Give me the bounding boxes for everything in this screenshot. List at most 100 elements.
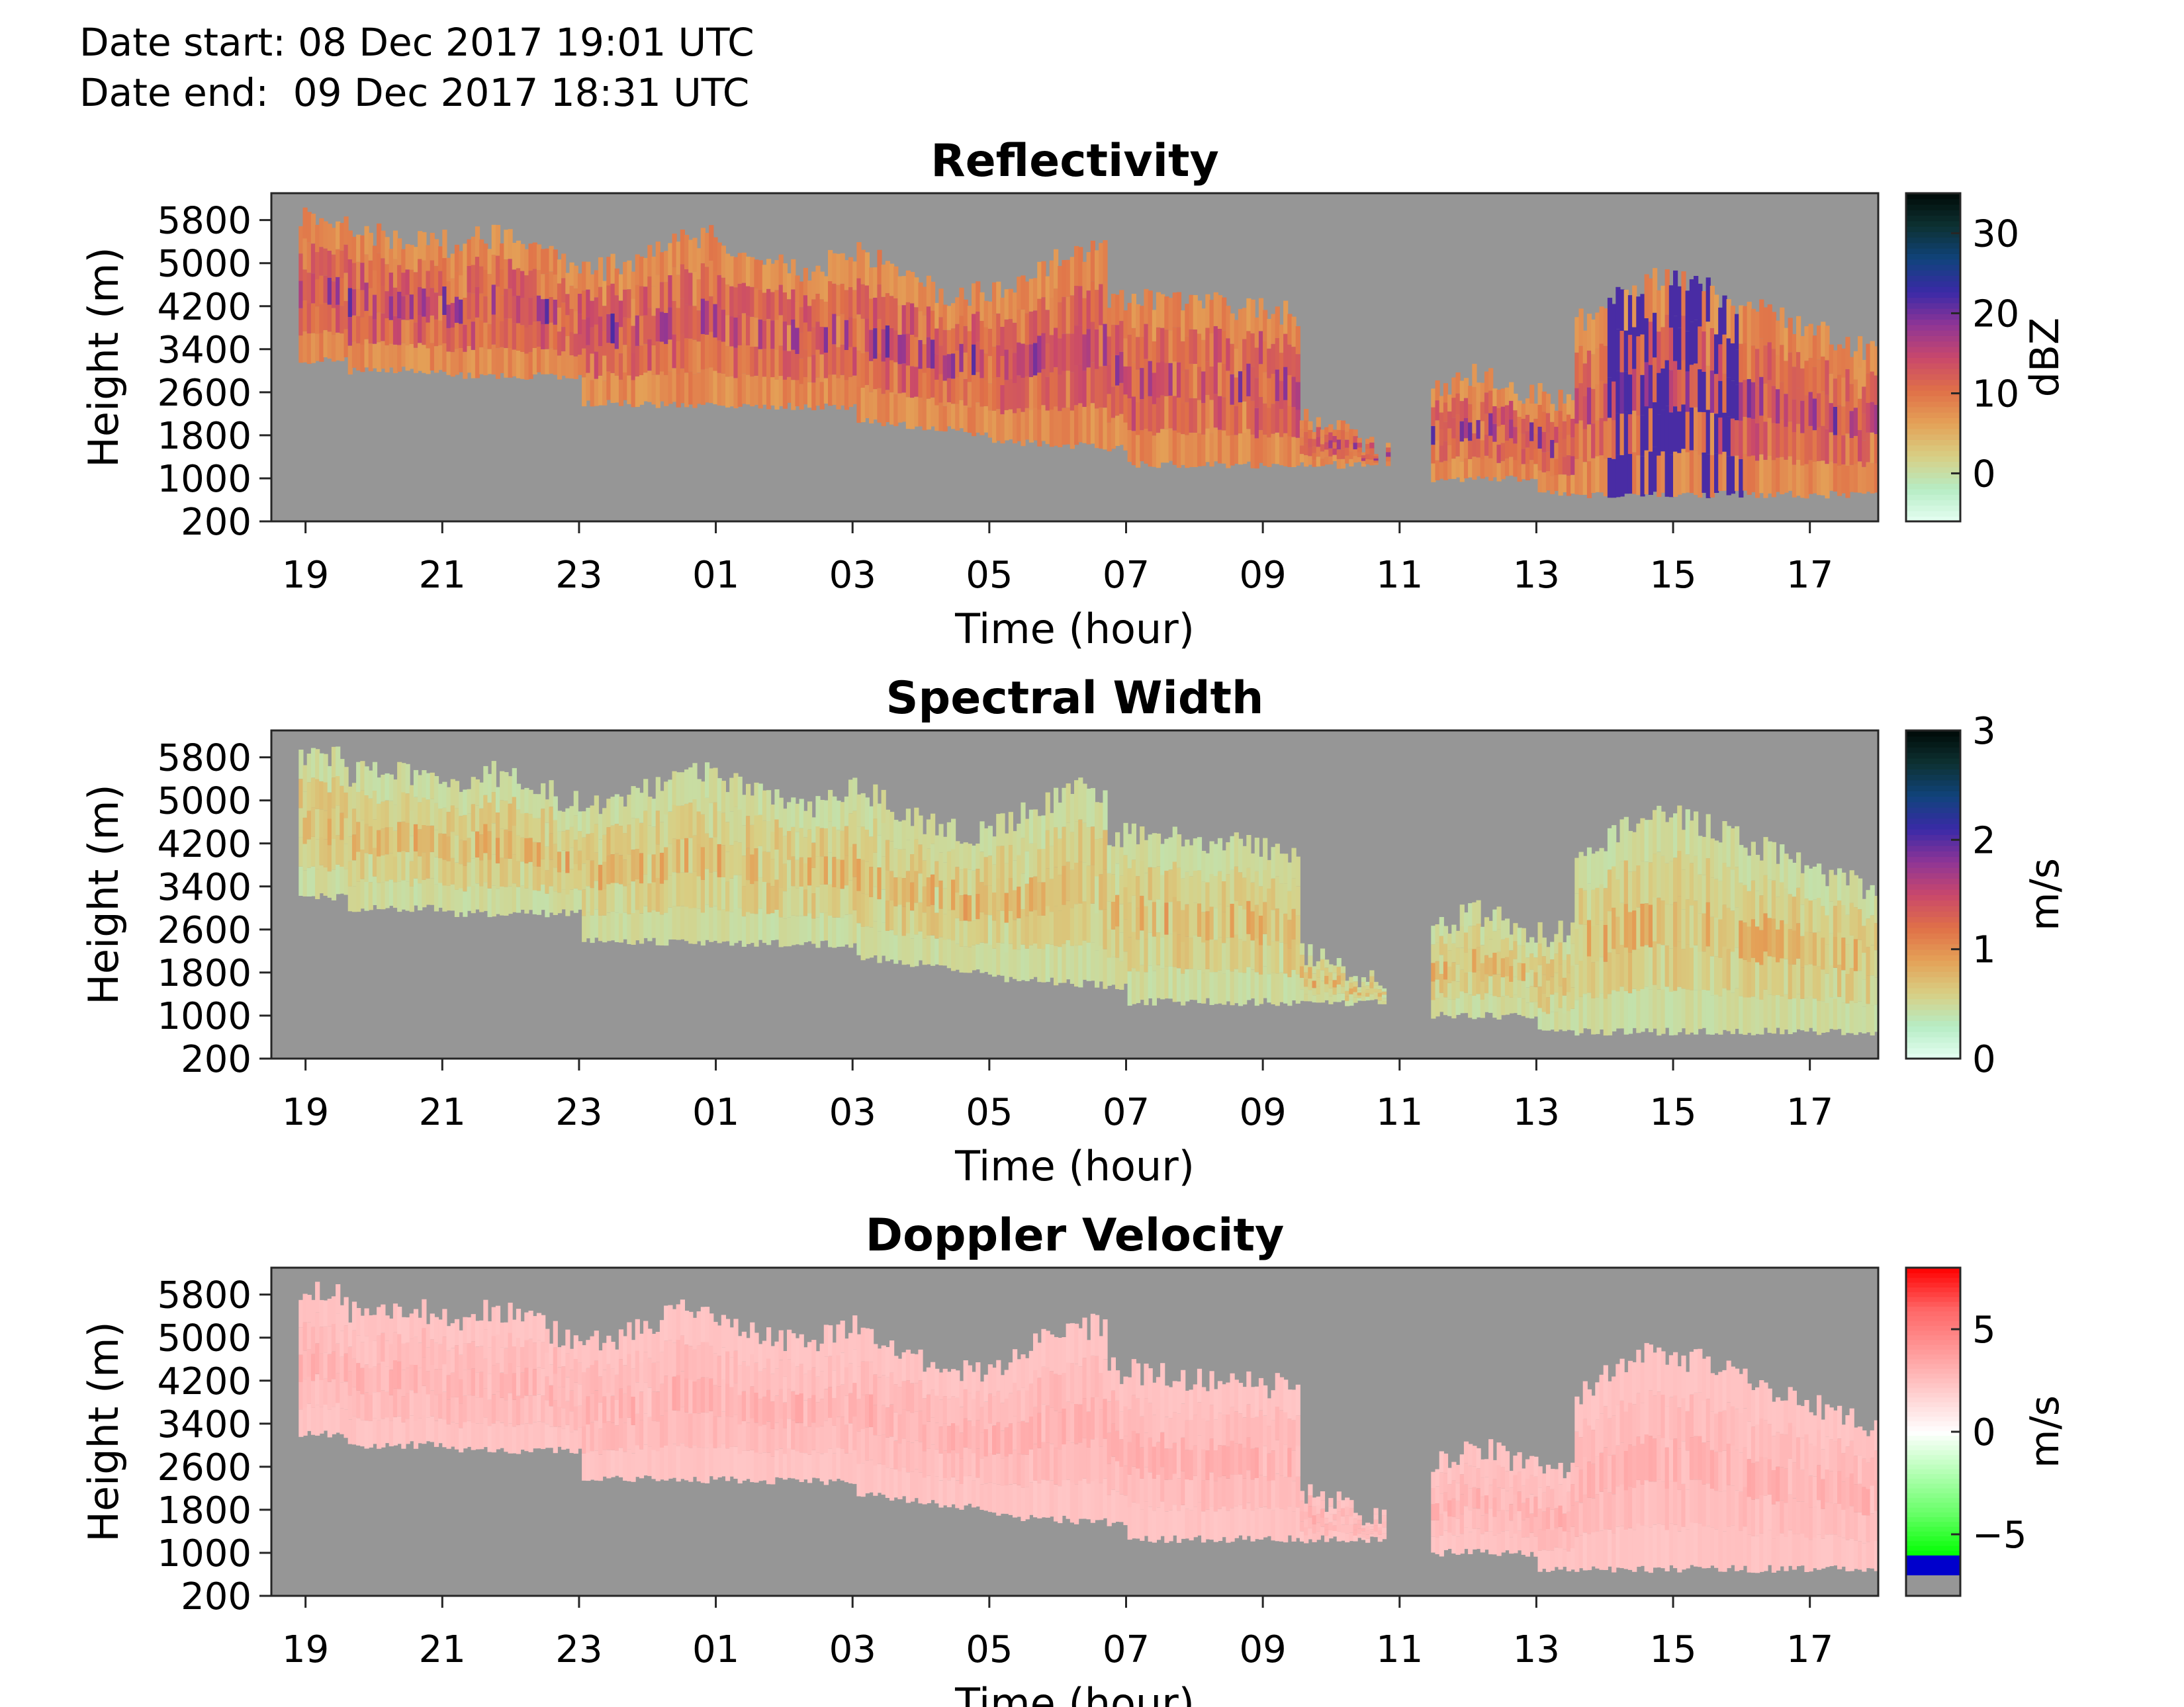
heatmap-cell	[1706, 322, 1711, 366]
heatmap-cell	[1357, 998, 1362, 1001]
heatmap-cell	[364, 1308, 369, 1336]
heatmap-cell	[1578, 852, 1584, 889]
heatmap-cell	[327, 766, 332, 793]
heatmap-cell	[869, 836, 874, 867]
heatmap-cell	[1123, 1495, 1128, 1526]
heatmap-cell	[787, 273, 792, 300]
heatmap-cell	[1008, 409, 1013, 440]
heatmap-cell	[758, 1426, 763, 1454]
heatmap-cell	[467, 813, 472, 838]
heatmap-cell	[606, 343, 612, 372]
heatmap-cell	[1127, 937, 1132, 972]
heatmap-cell	[602, 306, 608, 331]
heatmap-cell	[392, 1417, 398, 1446]
heatmap-cell	[343, 869, 349, 895]
heatmap-cell	[914, 277, 919, 308]
heatmap-cell	[1361, 455, 1367, 459]
heatmap-cell	[1488, 939, 1494, 958]
heatmap-cell	[1780, 345, 1785, 382]
heatmap-cell	[368, 882, 373, 910]
heatmap-cell	[388, 343, 394, 368]
heatmap-cell	[1279, 972, 1285, 1002]
heatmap-cell	[356, 792, 361, 822]
heatmap-cell	[1837, 932, 1843, 965]
heatmap-cell	[1821, 460, 1826, 496]
heatmap-cell	[1648, 862, 1653, 905]
heatmap-cell	[905, 1411, 911, 1442]
heatmap-cell	[1058, 803, 1063, 839]
heatmap-cell	[770, 1374, 776, 1402]
heatmap-cell	[1086, 1483, 1091, 1520]
heatmap-cell	[467, 266, 472, 293]
heatmap-cell	[310, 836, 316, 867]
heatmap-cell	[901, 849, 907, 878]
heatmap-cell	[1045, 1331, 1050, 1368]
heatmap-cell	[1004, 1399, 1009, 1428]
heatmap-cell	[1562, 1013, 1567, 1031]
heatmap-cell	[438, 271, 443, 296]
colorbar-swatch	[1906, 455, 1960, 462]
heatmap-cell	[1181, 372, 1186, 404]
heatmap-cell	[1800, 400, 1805, 433]
heatmap-cell	[976, 1448, 981, 1478]
heatmap-cell	[377, 856, 382, 883]
heatmap-cell	[754, 1452, 759, 1483]
heatmap-cell	[676, 772, 681, 806]
heatmap-cell	[1111, 1456, 1116, 1490]
heatmap-cell	[680, 1443, 685, 1479]
heatmap-cell	[1017, 408, 1022, 441]
panel1-x-tick-label: 15	[1649, 1091, 1696, 1134]
heatmap-cell	[1349, 429, 1354, 437]
heatmap-cell	[413, 1421, 419, 1449]
heatmap-cell	[487, 249, 492, 275]
heatmap-cell	[918, 282, 923, 312]
heatmap-cell	[979, 349, 985, 378]
heatmap-cell	[623, 807, 628, 834]
heatmap-cell	[1209, 333, 1214, 367]
heatmap-cell	[696, 1379, 702, 1414]
heatmap-cell	[1299, 429, 1305, 437]
heatmap-cell	[1578, 308, 1584, 346]
heatmap-cell	[565, 1353, 570, 1378]
heatmap-cell	[1304, 431, 1309, 444]
heatmap-cell	[1226, 371, 1231, 404]
heatmap-cell	[1246, 967, 1251, 1000]
heatmap-cell	[1513, 941, 1518, 959]
heatmap-cell	[1152, 372, 1157, 404]
heatmap-cell	[500, 857, 505, 887]
heatmap-cell	[1517, 945, 1522, 963]
heatmap-cell	[1615, 879, 1621, 917]
heatmap-cell	[1833, 906, 1838, 937]
heatmap-cell	[676, 805, 681, 840]
heatmap-cell	[852, 1417, 858, 1450]
colorbar-swatch	[1906, 1047, 1960, 1054]
heatmap-cell	[1718, 380, 1723, 418]
heatmap-cell	[1365, 985, 1371, 990]
heatmap-cell	[700, 228, 705, 263]
heatmap-cell	[430, 232, 435, 261]
heatmap-cell	[860, 1429, 866, 1464]
heatmap-cell	[848, 813, 854, 847]
heatmap-cell	[351, 1301, 357, 1331]
heatmap-cell	[1472, 949, 1477, 973]
heatmap-cell	[1160, 294, 1165, 328]
heatmap-cell	[1533, 1002, 1539, 1017]
heatmap-cell	[1049, 260, 1054, 298]
heatmap-cell	[1095, 913, 1100, 951]
heatmap-cell	[392, 1332, 398, 1360]
heatmap-cell	[914, 307, 919, 337]
heatmap-cell	[983, 943, 989, 972]
heatmap-cell	[828, 1448, 833, 1480]
heatmap-cell	[1353, 443, 1358, 450]
heatmap-cell	[1140, 965, 1145, 1000]
heatmap-cell	[1529, 986, 1535, 1002]
heatmap-cell	[1086, 406, 1091, 445]
heatmap-cell	[1000, 297, 1005, 327]
heatmap-cell	[422, 1357, 427, 1386]
heatmap-cell	[1492, 459, 1498, 478]
heatmap-cell	[360, 1394, 365, 1421]
heatmap-cell	[746, 256, 751, 286]
heatmap-cell	[951, 378, 956, 404]
heatmap-cell	[918, 311, 923, 340]
heatmap-cell	[647, 883, 653, 912]
